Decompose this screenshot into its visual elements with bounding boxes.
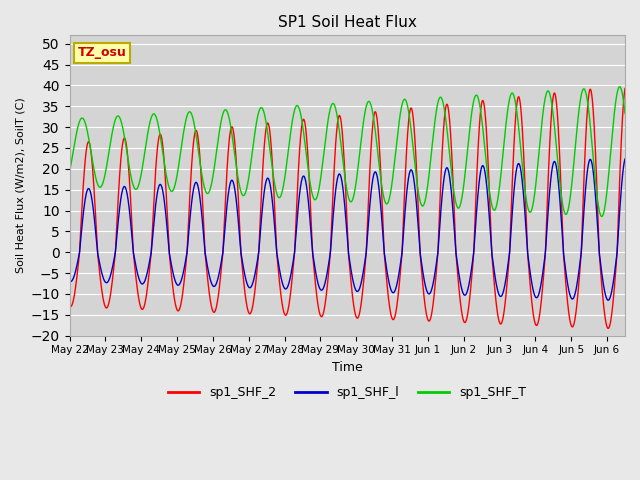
Line: sp1_SHF_2: sp1_SHF_2 (70, 88, 625, 328)
sp1_SHF_T (598, 214, 605, 219)
Title: SP1 Soil Heat Flux: SP1 Soil Heat Flux (278, 15, 417, 30)
X-axis label: Time: Time (332, 361, 363, 374)
sp1_SHF_l (66, 278, 74, 284)
sp1_SHF_2 (621, 85, 629, 91)
sp1_SHF_2 (278, 303, 286, 309)
Y-axis label: Soil Heat Flux (W/m2), SoilT (C): Soil Heat Flux (W/m2), SoilT (C) (15, 97, 25, 274)
Line: sp1_SHF_T: sp1_SHF_T (70, 87, 625, 216)
sp1_SHF_2 (162, 184, 170, 190)
sp1_SHF_2 (303, 135, 310, 141)
sp1_SHF_l (162, 212, 170, 218)
Text: TZ_osu: TZ_osu (78, 47, 127, 60)
sp1_SHF_T (616, 84, 623, 90)
sp1_SHF_T (550, 121, 558, 127)
sp1_SHF_T (611, 111, 618, 117)
Line: sp1_SHF_l: sp1_SHF_l (70, 159, 625, 300)
sp1_SHF_l (303, 184, 310, 190)
sp1_SHF_T (621, 110, 629, 116)
sp1_SHF_2 (550, 90, 558, 96)
sp1_SHF_2 (66, 302, 74, 308)
sp1_SHF_2 (129, 240, 137, 246)
sp1_SHF_2 (604, 325, 612, 331)
sp1_SHF_l (611, 273, 618, 278)
sp1_SHF_2 (611, 286, 618, 292)
Legend: sp1_SHF_2, sp1_SHF_l, sp1_SHF_T: sp1_SHF_2, sp1_SHF_l, sp1_SHF_T (163, 382, 531, 405)
sp1_SHF_T (278, 187, 286, 193)
sp1_SHF_T (162, 169, 170, 175)
sp1_SHF_l (621, 156, 629, 162)
sp1_SHF_l (129, 244, 137, 250)
sp1_SHF_l (278, 281, 286, 287)
sp1_SHF_l (604, 297, 612, 303)
sp1_SHF_l (550, 158, 558, 164)
sp1_SHF_T (303, 154, 310, 160)
sp1_SHF_T (129, 181, 137, 187)
sp1_SHF_T (66, 169, 74, 175)
